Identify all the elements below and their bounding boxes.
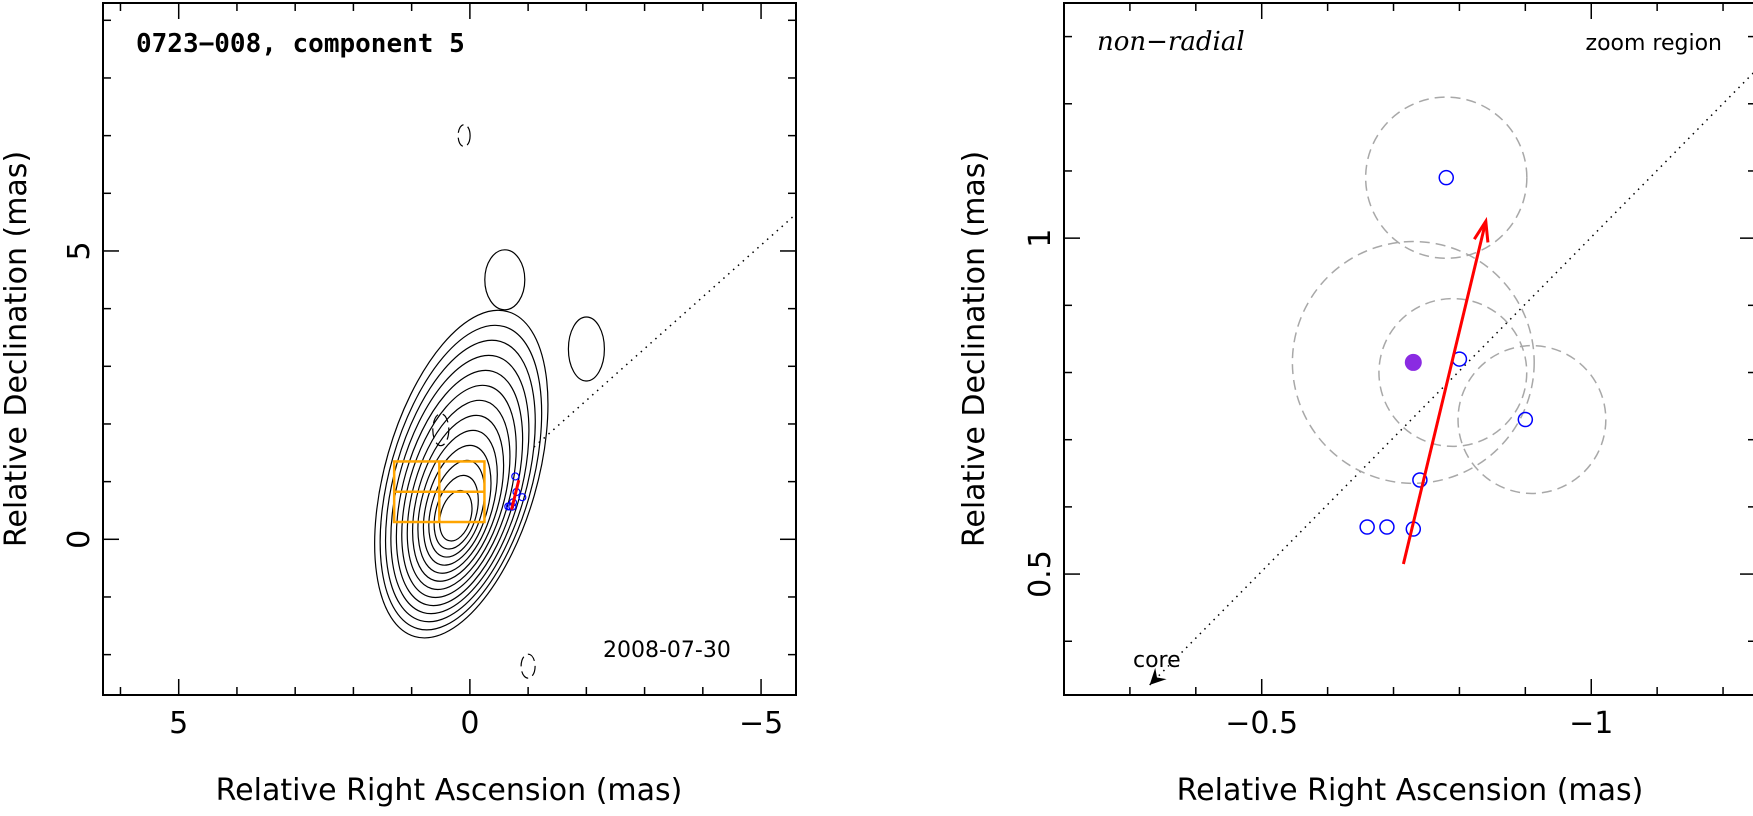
negative-contour bbox=[520, 653, 536, 679]
velocity-vector bbox=[1401, 220, 1488, 565]
y-tick-label: 0.5 bbox=[1023, 550, 1058, 598]
contour-level bbox=[422, 444, 492, 566]
right-y-axis-title: Relative Declination (mas) bbox=[957, 151, 992, 547]
component-position bbox=[1359, 519, 1375, 535]
velocity-arrowhead bbox=[1473, 216, 1490, 243]
observation-date: 2008-07-30 bbox=[603, 638, 731, 663]
left-y-axis-title: Relative Declination (mas) bbox=[0, 151, 34, 547]
x-tick-label: −5 bbox=[739, 706, 783, 741]
component-position bbox=[1379, 519, 1395, 535]
contour-island bbox=[567, 316, 606, 382]
mini-velocity-vector bbox=[510, 479, 521, 510]
position-angle-line bbox=[1149, 72, 1753, 686]
core-label: core bbox=[1133, 648, 1181, 673]
x-tick-label: 0 bbox=[460, 706, 479, 741]
uncertainty-circle bbox=[1457, 344, 1607, 495]
left-overlay bbox=[392, 213, 796, 524]
mini-component-marker bbox=[511, 472, 520, 481]
contour-level bbox=[384, 339, 536, 623]
core-direction-arrow bbox=[1149, 667, 1167, 685]
mean-position bbox=[1404, 353, 1422, 371]
contour-level bbox=[433, 474, 479, 550]
component-position bbox=[1438, 169, 1454, 186]
non-radial-label: non−radial bbox=[1097, 27, 1245, 57]
contour-level bbox=[374, 309, 549, 639]
contour-level bbox=[379, 324, 543, 631]
contour-level bbox=[390, 354, 530, 615]
right-panel: −0.5 −1 0.5 1 non−radial zoom region core R… bbox=[957, 2, 1753, 808]
position-angle-line bbox=[533, 213, 796, 448]
component-position bbox=[1412, 472, 1428, 488]
uncertainty-circle bbox=[1364, 96, 1528, 260]
mini-component-marker bbox=[518, 493, 527, 502]
negative-contour bbox=[457, 124, 471, 148]
uncertainty-circle bbox=[1291, 240, 1535, 485]
right-plot-frame bbox=[1063, 2, 1753, 696]
component-position bbox=[1517, 411, 1534, 428]
y-tick-label: 5 bbox=[62, 241, 97, 260]
left-axis-ticks: 5 0 −5 0 5 bbox=[62, 3, 796, 741]
right-x-axis-title: Relative Right Ascension (mas) bbox=[1177, 773, 1644, 808]
contour-island bbox=[484, 249, 526, 311]
negative-contour bbox=[432, 413, 450, 447]
right-axis-ticks: −0.5 −1 0.5 1 bbox=[1023, 3, 1753, 741]
zoom-region-label: zoom region bbox=[1586, 31, 1722, 56]
left-x-axis-title: Relative Right Ascension (mas) bbox=[216, 773, 683, 808]
contour-map bbox=[374, 124, 606, 679]
x-tick-label: −0.5 bbox=[1225, 706, 1298, 741]
contour-level bbox=[411, 414, 505, 582]
contour-level bbox=[406, 399, 511, 591]
y-tick-label: 1 bbox=[1023, 229, 1058, 248]
x-tick-label: −1 bbox=[1569, 706, 1613, 741]
y-tick-label: 0 bbox=[62, 530, 97, 549]
left-panel-title: 0723−008, component 5 bbox=[136, 29, 465, 59]
zoom-scatter bbox=[1149, 72, 1753, 686]
uncertainty-circle bbox=[1378, 297, 1528, 448]
x-tick-label: 5 bbox=[169, 706, 188, 741]
contour-level bbox=[401, 384, 517, 599]
left-panel: 5 0 −505 0723−008, component 5 2008-07-30 … bbox=[0, 2, 797, 808]
left-plot-frame bbox=[102, 2, 797, 696]
